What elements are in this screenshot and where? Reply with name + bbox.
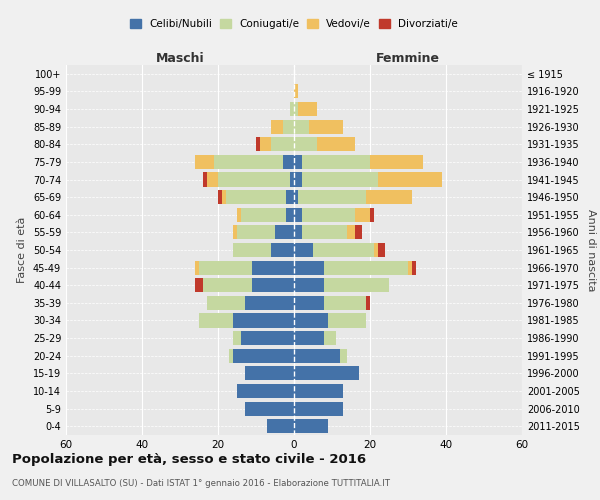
Bar bbox=[325, 331, 336, 345]
Bar bbox=[294, 260, 325, 274]
Bar bbox=[233, 314, 294, 328]
Bar bbox=[325, 296, 366, 310]
Bar bbox=[252, 260, 294, 274]
Bar bbox=[377, 243, 385, 257]
Bar bbox=[256, 137, 260, 152]
Bar bbox=[294, 172, 302, 186]
Bar bbox=[237, 384, 294, 398]
Bar bbox=[271, 243, 294, 257]
Bar bbox=[370, 155, 423, 169]
Bar bbox=[195, 155, 214, 169]
Bar bbox=[302, 208, 355, 222]
Legend: Celibi/Nubili, Coniugati/e, Vedovi/e, Divorziati/e: Celibi/Nubili, Coniugati/e, Vedovi/e, Di… bbox=[126, 14, 462, 33]
Bar bbox=[199, 260, 252, 274]
Bar bbox=[325, 278, 389, 292]
Bar bbox=[252, 278, 294, 292]
Bar bbox=[218, 190, 222, 204]
Bar bbox=[203, 172, 206, 186]
Bar bbox=[340, 348, 347, 363]
Bar bbox=[290, 172, 294, 186]
Bar bbox=[294, 102, 298, 116]
Bar bbox=[226, 190, 286, 204]
Bar bbox=[237, 208, 241, 222]
Bar bbox=[294, 278, 325, 292]
Bar bbox=[237, 226, 275, 239]
Bar bbox=[317, 137, 355, 152]
Bar bbox=[294, 384, 343, 398]
Bar bbox=[245, 402, 294, 415]
Bar bbox=[294, 348, 340, 363]
Bar bbox=[313, 243, 374, 257]
Bar bbox=[233, 348, 294, 363]
Bar bbox=[294, 419, 328, 433]
Bar bbox=[222, 190, 226, 204]
Bar bbox=[302, 172, 377, 186]
Bar bbox=[294, 155, 302, 169]
Bar bbox=[355, 226, 362, 239]
Bar bbox=[377, 172, 442, 186]
Y-axis label: Anni di nascita: Anni di nascita bbox=[586, 209, 596, 291]
Bar bbox=[218, 172, 290, 186]
Bar bbox=[294, 402, 343, 415]
Bar bbox=[366, 296, 370, 310]
Bar bbox=[260, 137, 271, 152]
Bar bbox=[328, 314, 366, 328]
Bar bbox=[325, 260, 408, 274]
Bar bbox=[271, 137, 294, 152]
Bar bbox=[283, 120, 294, 134]
Bar bbox=[214, 155, 283, 169]
Bar bbox=[294, 208, 302, 222]
Bar bbox=[370, 208, 374, 222]
Bar bbox=[294, 120, 309, 134]
Bar bbox=[271, 120, 283, 134]
Bar bbox=[245, 296, 294, 310]
Bar bbox=[294, 190, 298, 204]
Bar bbox=[302, 226, 347, 239]
Bar bbox=[206, 172, 218, 186]
Bar bbox=[294, 331, 325, 345]
Bar bbox=[347, 226, 355, 239]
Bar bbox=[195, 260, 199, 274]
Text: Femmine: Femmine bbox=[376, 52, 440, 65]
Bar bbox=[374, 243, 377, 257]
Bar bbox=[283, 155, 294, 169]
Bar bbox=[412, 260, 416, 274]
Bar bbox=[233, 226, 237, 239]
Bar bbox=[206, 296, 245, 310]
Text: Maschi: Maschi bbox=[155, 52, 205, 65]
Bar bbox=[233, 331, 241, 345]
Bar bbox=[245, 366, 294, 380]
Bar bbox=[294, 137, 317, 152]
Bar bbox=[302, 155, 370, 169]
Bar bbox=[241, 331, 294, 345]
Bar bbox=[241, 208, 286, 222]
Bar bbox=[268, 419, 294, 433]
Bar bbox=[298, 102, 317, 116]
Bar bbox=[355, 208, 370, 222]
Bar bbox=[294, 243, 313, 257]
Bar bbox=[286, 190, 294, 204]
Bar bbox=[233, 243, 271, 257]
Bar bbox=[294, 366, 359, 380]
Bar bbox=[199, 314, 233, 328]
Bar bbox=[290, 102, 294, 116]
Bar bbox=[294, 296, 325, 310]
Bar bbox=[294, 84, 298, 98]
Bar bbox=[229, 348, 233, 363]
Bar bbox=[195, 278, 203, 292]
Bar bbox=[408, 260, 412, 274]
Bar bbox=[294, 226, 302, 239]
Bar bbox=[294, 314, 328, 328]
Bar bbox=[286, 208, 294, 222]
Bar bbox=[203, 278, 252, 292]
Bar bbox=[309, 120, 343, 134]
Bar bbox=[298, 190, 366, 204]
Y-axis label: Fasce di età: Fasce di età bbox=[17, 217, 27, 283]
Bar bbox=[275, 226, 294, 239]
Text: COMUNE DI VILLASALTO (SU) - Dati ISTAT 1° gennaio 2016 - Elaborazione TUTTITALIA: COMUNE DI VILLASALTO (SU) - Dati ISTAT 1… bbox=[12, 479, 390, 488]
Bar bbox=[366, 190, 412, 204]
Text: Popolazione per età, sesso e stato civile - 2016: Popolazione per età, sesso e stato civil… bbox=[12, 452, 366, 466]
